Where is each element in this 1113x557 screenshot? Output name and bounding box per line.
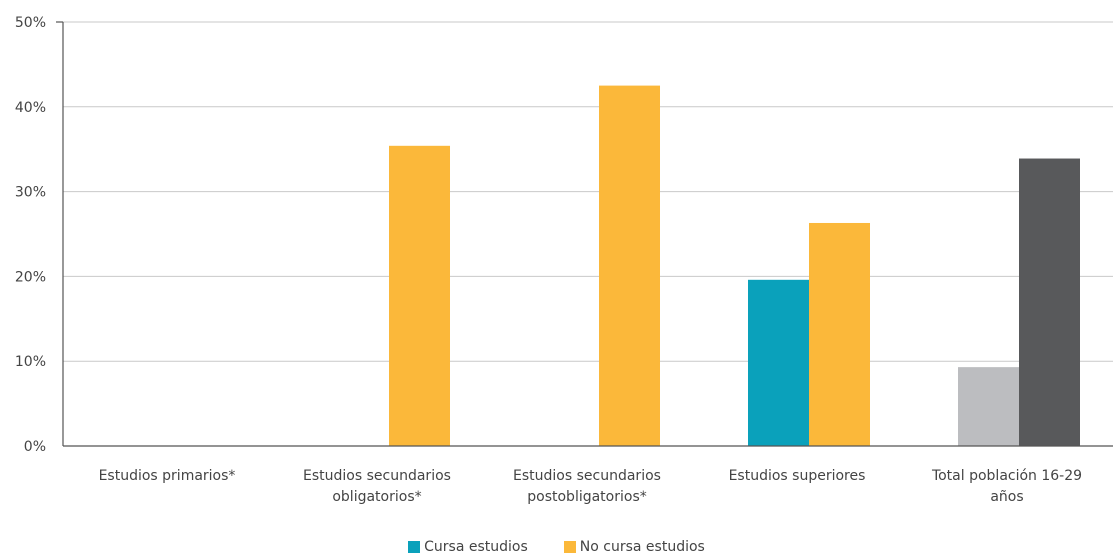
legend-item-no-cursa: No cursa estudios bbox=[563, 539, 705, 555]
bar bbox=[1019, 158, 1080, 446]
x-category-label: Estudios primarios* bbox=[99, 468, 236, 484]
gridlines bbox=[63, 21, 1113, 362]
x-category-label: Estudios secundarios postobligatorios* bbox=[513, 468, 661, 505]
x-category-label: Estudios superiores bbox=[729, 468, 866, 484]
bar bbox=[748, 279, 809, 446]
bar bbox=[599, 85, 660, 446]
bar bbox=[389, 145, 450, 447]
x-category-label: Total población 16-29 años bbox=[931, 468, 1082, 505]
legend-item-cursa: Cursa estudios bbox=[408, 539, 528, 555]
legend-swatch-cursa bbox=[408, 541, 421, 553]
legend-swatch-no-cursa bbox=[563, 541, 576, 553]
legend-label-cursa: Cursa estudios bbox=[424, 539, 528, 555]
legend-label-no-cursa: No cursa estudios bbox=[579, 539, 705, 555]
bar bbox=[958, 367, 1019, 446]
bar-chart: 0%10%20%30%40%50% Estudios primarios* Est… bbox=[15, 15, 1113, 505]
y-tick-label: 40% bbox=[15, 100, 46, 116]
bar bbox=[809, 222, 870, 446]
y-tick-label: 30% bbox=[15, 185, 46, 201]
x-category-label: Estudios secundarios obligatorios* bbox=[303, 468, 451, 505]
y-tick-label: 10% bbox=[15, 354, 46, 370]
y-tick-label: 20% bbox=[15, 269, 46, 285]
legend: Cursa estudios No cursa estudios bbox=[0, 537, 1113, 557]
y-axis-ticks: 0% 10% 20% 30% 40% 50% bbox=[15, 15, 46, 455]
axes bbox=[56, 21, 1113, 447]
x-axis-categories: Estudios primarios* Estudios secundarios o… bbox=[99, 468, 1082, 505]
bars bbox=[389, 85, 1080, 447]
y-tick-label: 50% bbox=[15, 15, 46, 31]
y-tick-label: 0% bbox=[24, 439, 46, 455]
